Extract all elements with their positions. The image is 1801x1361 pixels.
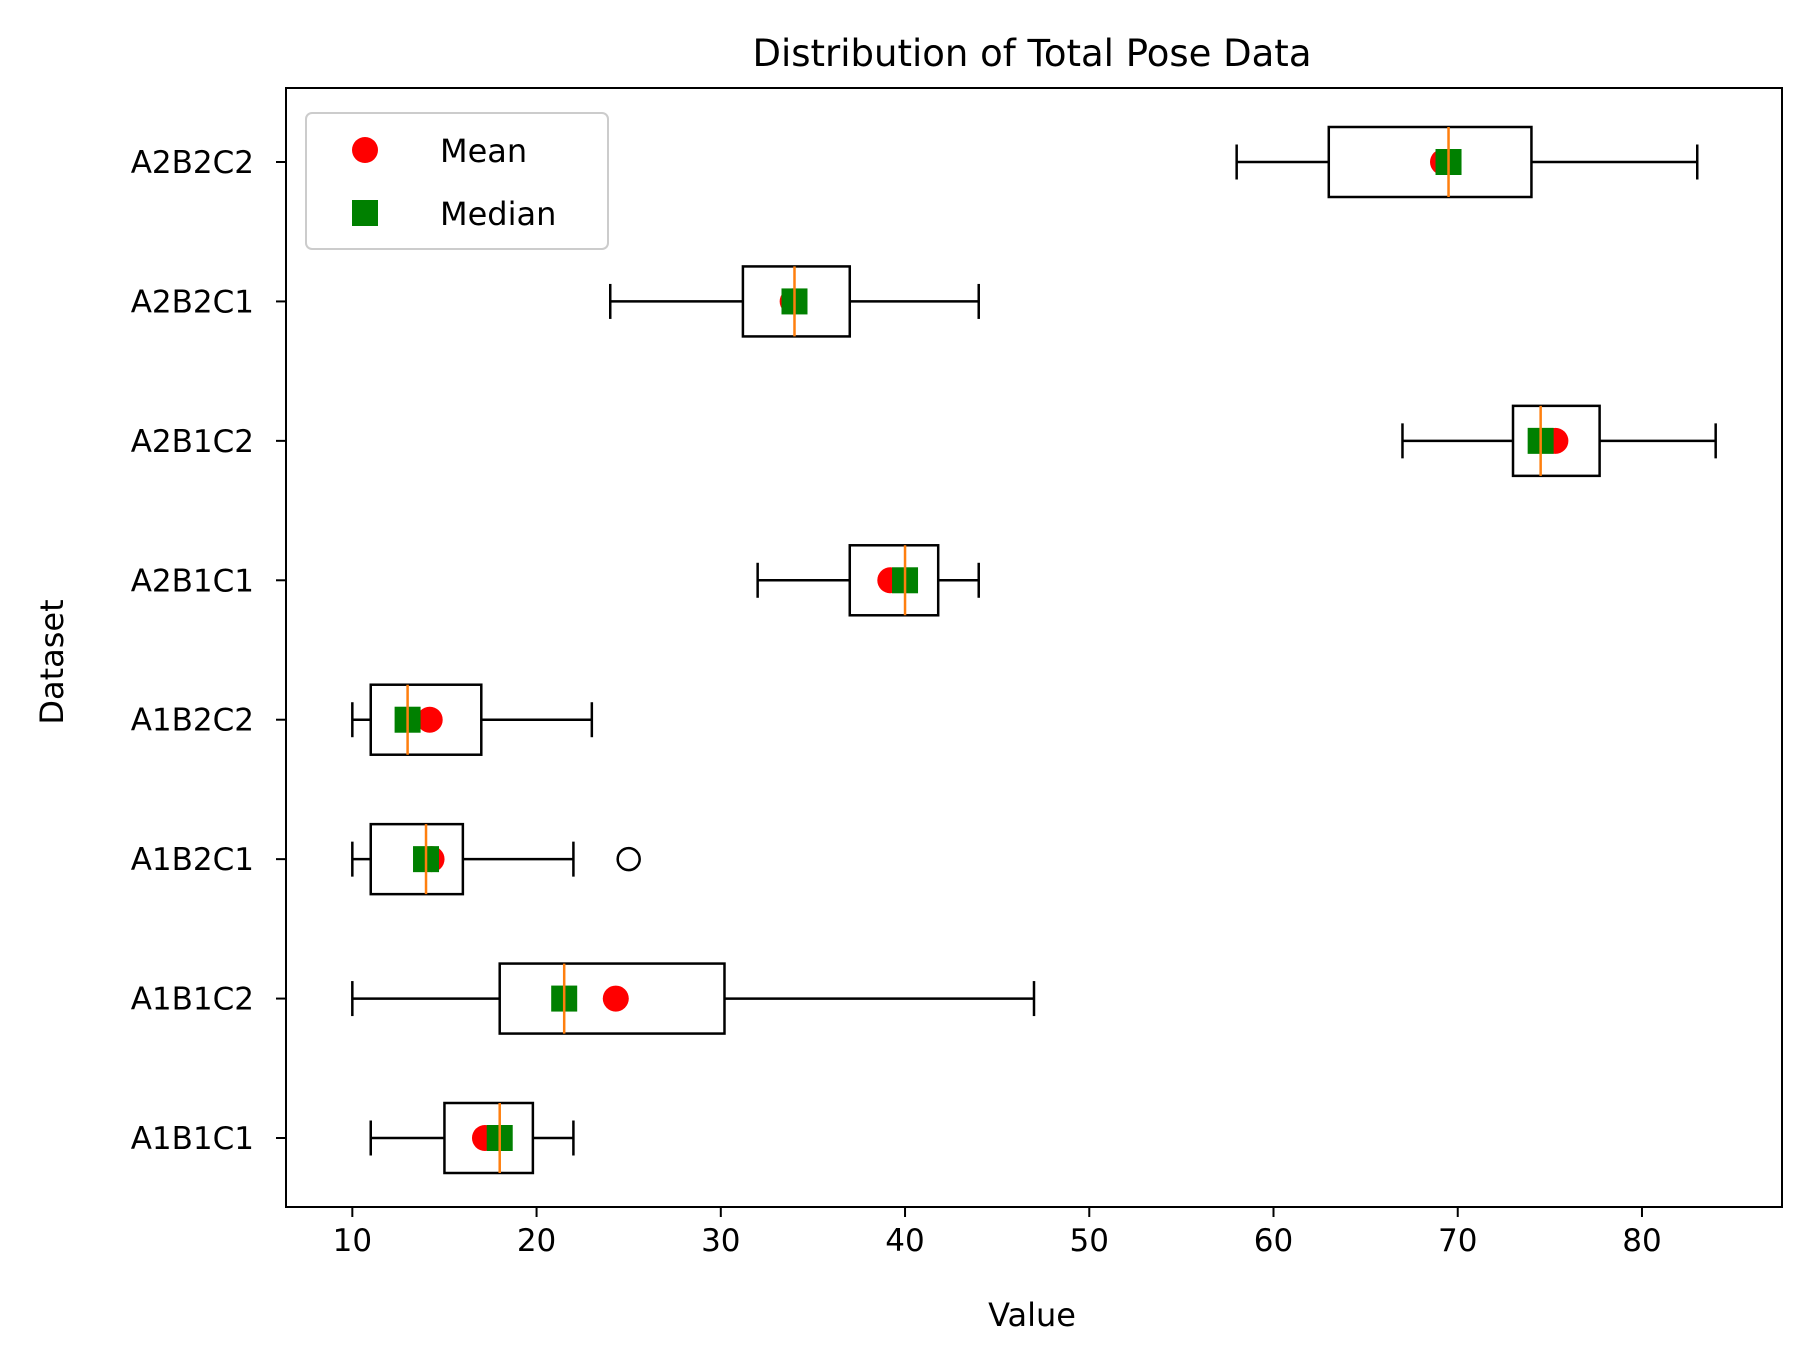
box [443,1101,535,1175]
y-tick-label: A2B1C2 [131,424,254,460]
box [498,962,726,1035]
box [1327,125,1533,199]
mean-marker [416,706,443,733]
box [369,822,465,896]
chart-title: Distribution of Total Pose Data [753,32,1312,75]
x-tick-label: 60 [1254,1223,1293,1259]
plot-area: 10 20 30 40 50 60 70 80 A1B1C1 A1B1C2 A1B2C1 A1B2C2… [131,87,1783,1259]
y-tick-label: A1B1C1 [131,1121,254,1157]
legend-median-marker [352,200,378,226]
legend: Mean Median [305,112,609,250]
y-tick-label: A2B1C1 [131,563,254,599]
plot-frame [285,87,1783,1208]
x-tick-label: 20 [517,1223,556,1259]
box [741,265,852,338]
outlier-point [616,846,641,872]
y-axis-label: Dataset [33,599,71,724]
box [1511,404,1601,478]
x-tick-label: 80 [1622,1223,1661,1259]
legend-mean-marker [352,137,378,163]
y-tick-label: A2B2C1 [131,284,254,320]
x-tick-label: 30 [701,1223,740,1259]
y-tick-label: A2B2C2 [131,145,254,181]
y-tick-label: A1B2C2 [131,703,254,739]
y-tick-label: A1B2C1 [131,842,254,878]
legend-median-label: Median [440,195,556,233]
x-tick-label: 10 [333,1223,372,1259]
legend-mean-label: Mean [440,132,527,170]
x-tick-label: 70 [1438,1223,1477,1259]
legend-frame [305,112,609,250]
box [369,683,483,756]
box [848,544,940,617]
mean-marker [602,985,629,1012]
x-tick-label: 40 [885,1223,924,1259]
x-axis-label: Value [988,1296,1076,1334]
x-tick-label: 50 [1070,1223,1109,1259]
y-tick-label: A1B1C2 [131,982,254,1018]
